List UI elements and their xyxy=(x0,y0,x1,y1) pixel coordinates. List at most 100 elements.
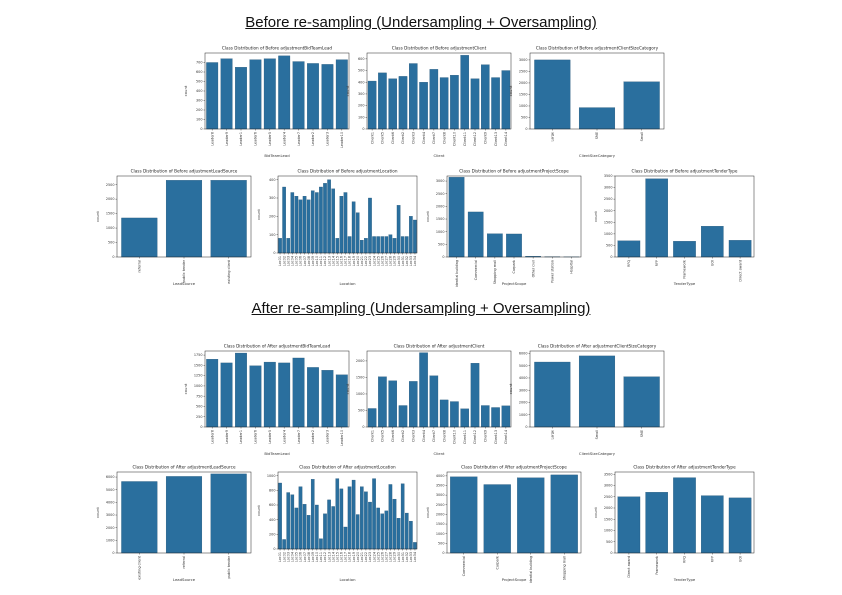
x-tick-label: Loc07 xyxy=(303,256,307,266)
x-axis-label: ProjectScope xyxy=(502,577,527,582)
bar-client6 xyxy=(388,380,397,428)
bar-leader4 xyxy=(278,362,291,428)
x-tick-label: Loc33 xyxy=(409,256,413,266)
x-axis-label: TenderType xyxy=(673,577,696,582)
plot-frame xyxy=(529,350,665,428)
chart-title: Class Distribution of Before adjustmentB… xyxy=(222,46,332,51)
bar-leader7 xyxy=(292,61,305,130)
x-tick-label: Client12 xyxy=(473,132,477,146)
chart-title: Class Distribution of After adjustmentPr… xyxy=(461,465,567,470)
y-tick-label: 200 xyxy=(358,104,364,108)
y-tick-label: 1000 xyxy=(604,529,613,533)
x-tick-label: Loc32 xyxy=(405,256,409,266)
y-tick-label: 0 xyxy=(525,127,527,131)
x-tick-label: Loc31 xyxy=(401,256,405,266)
chart-before-leadsource: Class Distribution of Before adjustmentL… xyxy=(95,169,252,286)
x-tick-label: public tender xyxy=(182,259,186,282)
y-axis-label: count xyxy=(425,211,430,222)
y-tick-label: 2000 xyxy=(436,204,445,208)
x-tick-label: Loc22 xyxy=(364,256,368,266)
y-tick-label: 2000 xyxy=(356,359,365,363)
chart-after-bidteamlead: Class Distribution of After adjustmentBi… xyxy=(183,344,350,456)
y-tick-label: 2000 xyxy=(604,506,613,510)
plot-frame xyxy=(529,52,665,130)
x-tick-label: Client10 xyxy=(453,132,457,146)
y-tick-label: 500 xyxy=(521,116,527,120)
bar-client3 xyxy=(409,381,418,428)
chart-title: Class Distribution of Before adjustmentC… xyxy=(392,46,487,51)
bar-referral xyxy=(165,476,203,554)
bar-loc02 xyxy=(282,539,286,550)
y-tick-label: 2500 xyxy=(604,197,613,201)
bar-loc07 xyxy=(302,196,307,254)
x-tick-label: Leader6 xyxy=(254,132,258,146)
bar-loc13 xyxy=(327,499,331,550)
y-axis-label: count xyxy=(183,383,188,394)
plot-frame xyxy=(204,52,350,130)
y-tick-label: 500 xyxy=(358,69,364,73)
bar-client1 xyxy=(367,408,377,428)
bar-loc08 xyxy=(306,515,311,550)
chart-title: Class Distribution of After adjustmentTe… xyxy=(633,465,736,470)
y-tick-label: 500 xyxy=(606,540,612,544)
y-tick-label: 0 xyxy=(112,551,114,555)
bar-shopping-mall xyxy=(550,474,578,554)
bar-client9 xyxy=(481,64,490,130)
x-tick-label: Residential building xyxy=(529,556,533,583)
plot-frame xyxy=(277,175,418,254)
bar-client12 xyxy=(470,78,480,130)
x-tick-label: Loc14 xyxy=(331,256,335,266)
x-tick-label: Small xyxy=(640,132,644,141)
x-tick-label: Loc33 xyxy=(409,552,413,562)
x-tick-label: Leader10 xyxy=(340,132,344,148)
bar-loc22 xyxy=(364,491,368,550)
x-tick-label: Loc23 xyxy=(368,256,372,266)
y-tick-label: 500 xyxy=(358,409,364,413)
chart-before-projectscope: Class Distribution of Before adjustmentP… xyxy=(425,169,582,287)
bar-loc34 xyxy=(413,542,417,550)
y-tick-label: 200 xyxy=(196,108,202,112)
x-tick-label: Loc20 xyxy=(356,552,360,562)
x-tick-label: Client13 xyxy=(494,430,498,444)
x-tick-label: Leader2 xyxy=(311,430,315,444)
x-tick-label: Shopping mall xyxy=(493,260,497,284)
x-tick-label: existing client xyxy=(138,555,142,579)
y-tick-label: 3500 xyxy=(604,472,613,476)
y-tick-label: 3000 xyxy=(436,179,445,183)
x-tick-label: Loc11 xyxy=(319,552,323,562)
plot-frame xyxy=(614,175,755,258)
bar-leader7 xyxy=(292,357,305,428)
x-tick-label: RFP xyxy=(711,556,715,562)
x-tick-label: SME xyxy=(640,430,644,437)
x-tick-label: Leader7 xyxy=(297,132,301,146)
chart-title: Class Distribution of After adjustmentCl… xyxy=(538,344,657,349)
bar-leader5 xyxy=(263,58,276,130)
bar-large xyxy=(534,59,571,130)
x-tick-label: Loc21 xyxy=(360,552,364,562)
y-tick-label: 250 xyxy=(196,415,202,419)
chart-before-location: Class Distribution of Before adjustmentL… xyxy=(256,169,418,286)
bar-loc07 xyxy=(302,504,307,550)
y-tick-label: 300 xyxy=(358,92,364,96)
x-tick-label: Leader8 xyxy=(210,430,214,444)
bar-loc04 xyxy=(290,494,295,550)
x-tick-label: Commercial xyxy=(462,556,466,576)
x-tick-label: Loc29 xyxy=(393,552,397,562)
y-axis-label: count xyxy=(508,383,513,394)
bar-client3 xyxy=(409,63,418,130)
x-axis-label: ClientSizeCategory xyxy=(579,451,616,456)
x-tick-label: Leader6 xyxy=(254,430,258,444)
bar-leader4 xyxy=(278,55,291,130)
chart-title: Class Distribution of Before adjustmentL… xyxy=(297,169,397,174)
chart-after-client: Class Distribution of After adjustmentCl… xyxy=(345,344,512,456)
x-axis-label: ProjectScope xyxy=(502,281,527,286)
x-tick-label: Framework xyxy=(655,556,659,575)
bar-loc16 xyxy=(339,196,344,254)
bar-loc09 xyxy=(310,190,315,254)
bar-leader6 xyxy=(249,365,262,428)
y-tick-label: 1000 xyxy=(519,413,528,417)
bar-sme xyxy=(578,107,616,130)
x-tick-label: Loc17 xyxy=(344,256,348,266)
x-tick-label: EOI xyxy=(738,556,742,562)
x-tick-label: Loc12 xyxy=(323,256,327,266)
